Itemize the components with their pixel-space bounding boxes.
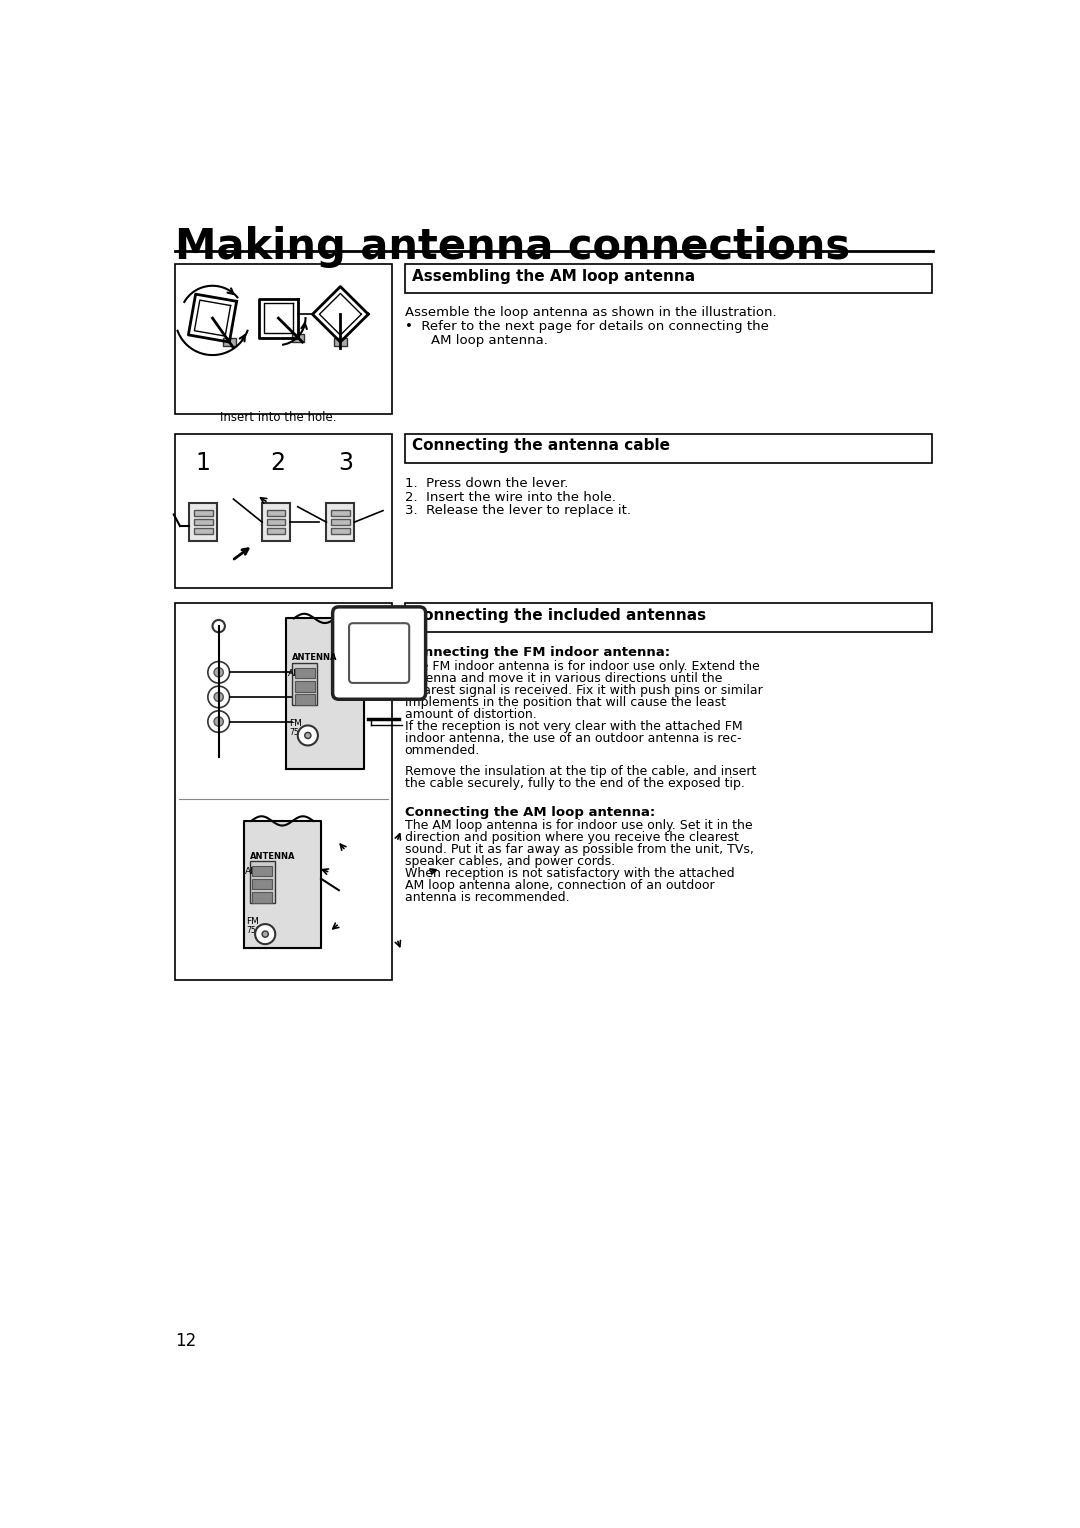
Text: AM: AM [287,669,301,678]
Circle shape [207,686,230,707]
Text: the cable securely, fully to the end of the exposed tip.: the cable securely, fully to the end of … [405,776,744,790]
Bar [267,520,285,526]
Text: indoor antenna, the use of an outdoor antenna is rec-: indoor antenna, the use of an outdoor an… [405,732,741,744]
Bar [267,529,285,535]
Bar [252,865,272,877]
Circle shape [262,931,268,937]
FancyBboxPatch shape [333,607,426,700]
Circle shape [214,717,224,726]
Text: Connecting the included antennas: Connecting the included antennas [413,608,706,622]
Bar [332,529,350,535]
Text: implements in the position that will cause the least: implements in the position that will cau… [405,695,726,709]
Text: Connecting the antenna cable: Connecting the antenna cable [413,439,671,454]
Text: ANTENNA: ANTENNA [249,851,295,860]
Bar [295,681,314,692]
Text: AM loop antenna.: AM loop antenna. [414,335,548,347]
Bar [252,879,272,889]
Text: AM loop antenna alone, connection of an outdoor: AM loop antenna alone, connection of an … [405,879,714,892]
Text: •  Refer to the next page for details on connecting the: • Refer to the next page for details on … [405,321,769,333]
Circle shape [207,662,230,683]
Bar [405,604,932,633]
Bar [252,892,272,903]
FancyBboxPatch shape [349,623,409,683]
Bar [334,338,347,345]
Text: Insert into the hole.: Insert into the hole. [220,411,337,423]
Text: amount of distortion.: amount of distortion. [405,707,537,721]
Bar [194,520,213,526]
Circle shape [214,692,224,701]
Text: 1.  Press down the lever.: 1. Press down the lever. [405,477,568,490]
Bar [292,333,305,342]
Circle shape [207,711,230,732]
Text: antenna and move it in various directions until the: antenna and move it in various direction… [405,672,723,685]
Text: Connecting the AM loop antenna:: Connecting the AM loop antenna: [405,805,654,819]
Circle shape [305,732,311,738]
Bar [267,510,285,516]
Text: 2.  Insert the wire into the hole.: 2. Insert the wire into the hole. [405,490,616,504]
Bar [194,510,213,516]
Bar [194,529,213,535]
Text: 2: 2 [271,451,285,475]
Bar [293,663,318,706]
Text: 75Ω: 75Ω [289,727,305,736]
Text: ANTENNA: ANTENNA [293,652,338,662]
Bar [262,503,291,541]
Bar [405,264,932,293]
Text: Connecting the FM indoor antenna:: Connecting the FM indoor antenna: [405,646,670,659]
Text: 3: 3 [338,451,353,475]
Circle shape [255,924,275,944]
Polygon shape [286,619,364,769]
Bar [249,860,274,903]
Bar [175,604,392,981]
Text: clearest signal is received. Fix it with push pins or similar: clearest signal is received. Fix it with… [405,685,762,697]
Text: Assembling the AM loop antenna: Assembling the AM loop antenna [413,269,696,284]
Text: Remove the insulation at the tip of the cable, and insert: Remove the insulation at the tip of the … [405,764,756,778]
Bar [295,694,314,704]
Text: Making antenna connections: Making antenna connections [175,226,850,267]
Bar [405,434,932,463]
Bar [175,264,392,414]
Bar [295,668,314,678]
Text: ommended.: ommended. [405,744,480,756]
Bar [175,434,392,588]
Text: direction and position where you receive the clearest: direction and position where you receive… [405,831,739,845]
Bar [189,503,217,541]
Text: 75Ω: 75Ω [246,926,262,935]
Text: 12: 12 [175,1332,197,1351]
Text: When reception is not satisfactory with the attached: When reception is not satisfactory with … [405,866,734,880]
Bar [224,338,235,345]
Text: 1: 1 [195,451,211,475]
Text: The AM loop antenna is for indoor use only. Set it in the: The AM loop antenna is for indoor use on… [405,819,753,833]
Text: 3.  Release the lever to replace it.: 3. Release the lever to replace it. [405,504,631,518]
Bar [332,520,350,526]
Circle shape [214,668,224,677]
Bar [326,503,354,541]
Text: AM: AM [245,866,259,876]
Text: FM: FM [246,917,259,926]
Text: Assemble the loop antenna as shown in the illustration.: Assemble the loop antenna as shown in th… [405,306,777,319]
Bar [332,510,350,516]
Text: The FM indoor antenna is for indoor use only. Extend the: The FM indoor antenna is for indoor use … [405,660,759,672]
Circle shape [298,726,318,746]
Polygon shape [243,821,321,947]
Text: speaker cables, and power cords.: speaker cables, and power cords. [405,856,615,868]
Text: sound. Put it as far away as possible from the unit, TVs,: sound. Put it as far away as possible fr… [405,843,754,856]
Text: If the reception is not very clear with the attached FM: If the reception is not very clear with … [405,720,742,732]
Circle shape [213,620,225,633]
Text: FM: FM [289,718,302,727]
Text: antenna is recommended.: antenna is recommended. [405,891,569,905]
